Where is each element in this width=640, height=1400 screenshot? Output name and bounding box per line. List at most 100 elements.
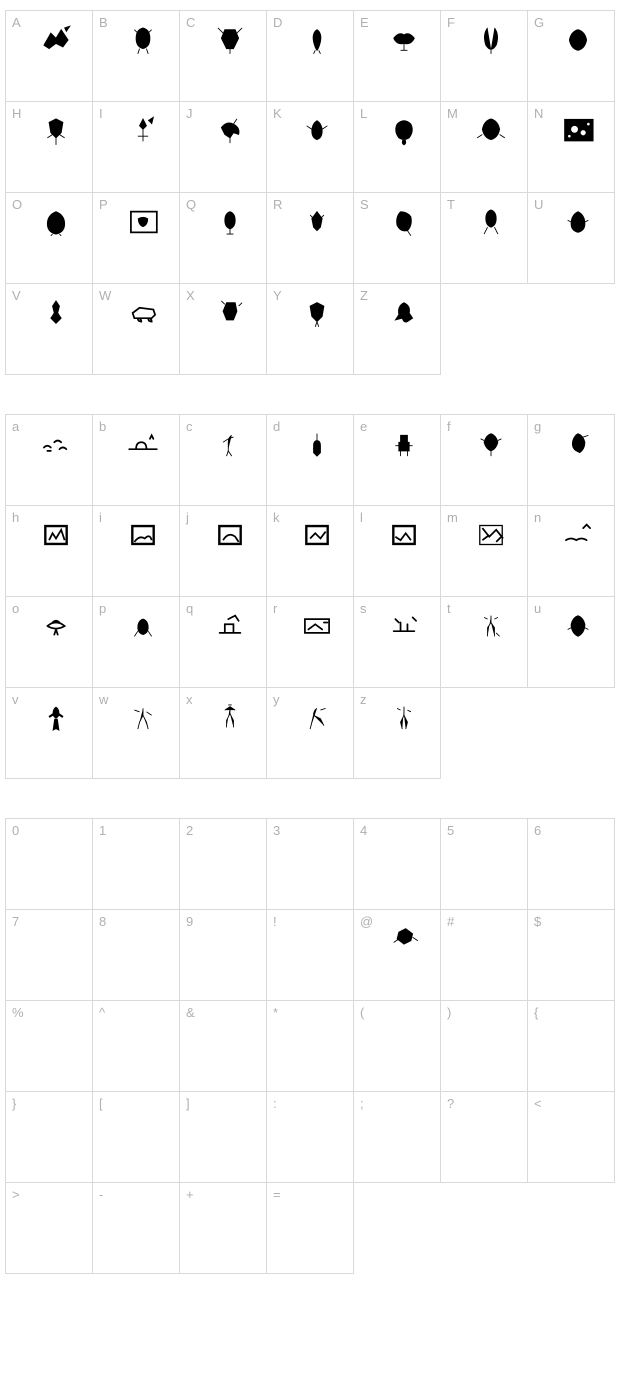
char-cell[interactable]: B [92, 10, 180, 102]
char-cell[interactable]: p [92, 596, 180, 688]
char-cell[interactable]: = [266, 1182, 354, 1274]
char-label: W [99, 288, 111, 303]
char-cell[interactable]: # [440, 909, 528, 1001]
char-cell[interactable]: 7 [5, 909, 93, 1001]
char-label: O [12, 197, 22, 212]
char-cell[interactable]: m [440, 505, 528, 597]
glyph-icon [467, 516, 515, 554]
char-cell[interactable]: ( [353, 1000, 441, 1092]
char-label: Z [360, 288, 368, 303]
glyph-icon [206, 112, 254, 150]
glyph-icon [380, 698, 428, 736]
char-cell[interactable]: ! [266, 909, 354, 1001]
char-cell[interactable]: O [5, 192, 93, 284]
char-cell[interactable]: T [440, 192, 528, 284]
char-cell[interactable]: I [92, 101, 180, 193]
char-cell[interactable]: & [179, 1000, 267, 1092]
char-cell[interactable]: 0 [5, 818, 93, 910]
char-cell[interactable]: f [440, 414, 528, 506]
char-cell[interactable]: j [179, 505, 267, 597]
char-cell[interactable]: u [527, 596, 615, 688]
char-cell[interactable]: y [266, 687, 354, 779]
char-cell[interactable]: W [92, 283, 180, 375]
char-cell[interactable]: P [92, 192, 180, 284]
char-cell[interactable]: * [266, 1000, 354, 1092]
char-cell[interactable]: a [5, 414, 93, 506]
char-cell[interactable]: K [266, 101, 354, 193]
char-cell[interactable]: : [266, 1091, 354, 1183]
char-label: ( [360, 1005, 364, 1020]
char-cell[interactable]: Y [266, 283, 354, 375]
char-cell[interactable]: [ [92, 1091, 180, 1183]
char-cell[interactable]: Q [179, 192, 267, 284]
char-cell[interactable]: 6 [527, 818, 615, 910]
char-cell[interactable]: ^ [92, 1000, 180, 1092]
char-cell[interactable]: V [5, 283, 93, 375]
char-cell[interactable]: w [92, 687, 180, 779]
char-cell[interactable]: U [527, 192, 615, 284]
char-cell[interactable]: t [440, 596, 528, 688]
char-cell[interactable]: - [92, 1182, 180, 1274]
char-cell[interactable]: F [440, 10, 528, 102]
char-cell[interactable]: r [266, 596, 354, 688]
char-cell[interactable]: e [353, 414, 441, 506]
char-cell[interactable]: L [353, 101, 441, 193]
char-cell[interactable]: g [527, 414, 615, 506]
glyph-icon [32, 607, 80, 645]
char-cell[interactable]: c [179, 414, 267, 506]
char-cell[interactable]: x [179, 687, 267, 779]
char-cell[interactable]: b [92, 414, 180, 506]
char-cell[interactable]: 8 [92, 909, 180, 1001]
char-cell[interactable]: 2 [179, 818, 267, 910]
char-cell[interactable]: > [5, 1182, 93, 1274]
char-cell[interactable]: ; [353, 1091, 441, 1183]
char-cell[interactable]: o [5, 596, 93, 688]
char-cell[interactable]: E [353, 10, 441, 102]
char-cell[interactable]: M [440, 101, 528, 193]
char-cell[interactable]: v [5, 687, 93, 779]
char-cell[interactable]: h [5, 505, 93, 597]
char-cell[interactable]: D [266, 10, 354, 102]
glyph-icon [554, 21, 602, 59]
char-cell[interactable]: < [527, 1091, 615, 1183]
glyph-icon [293, 698, 341, 736]
char-cell[interactable]: % [5, 1000, 93, 1092]
char-cell[interactable]: $ [527, 909, 615, 1001]
char-label: [ [99, 1096, 103, 1111]
char-cell[interactable]: N [527, 101, 615, 193]
char-cell[interactable]: 9 [179, 909, 267, 1001]
char-cell[interactable]: H [5, 101, 93, 193]
char-label: l [360, 510, 363, 525]
char-cell[interactable]: R [266, 192, 354, 284]
char-cell[interactable]: s [353, 596, 441, 688]
char-cell[interactable]: q [179, 596, 267, 688]
char-cell[interactable]: ? [440, 1091, 528, 1183]
char-cell[interactable]: X [179, 283, 267, 375]
char-cell[interactable]: z [353, 687, 441, 779]
glyph-icon [119, 607, 167, 645]
char-cell[interactable]: S [353, 192, 441, 284]
char-cell[interactable]: k [266, 505, 354, 597]
char-cell[interactable]: i [92, 505, 180, 597]
char-cell[interactable]: G [527, 10, 615, 102]
glyph-icon [380, 920, 428, 958]
char-cell[interactable]: d [266, 414, 354, 506]
char-cell[interactable]: C [179, 10, 267, 102]
char-label: - [99, 1187, 103, 1202]
char-label: D [273, 15, 282, 30]
char-cell[interactable]: 1 [92, 818, 180, 910]
char-cell[interactable]: ] [179, 1091, 267, 1183]
char-cell[interactable]: ) [440, 1000, 528, 1092]
char-cell[interactable]: } [5, 1091, 93, 1183]
char-cell[interactable]: Z [353, 283, 441, 375]
char-cell[interactable]: A [5, 10, 93, 102]
char-cell[interactable]: 4 [353, 818, 441, 910]
char-cell[interactable]: 3 [266, 818, 354, 910]
char-cell[interactable]: J [179, 101, 267, 193]
char-cell[interactable]: n [527, 505, 615, 597]
char-cell[interactable]: 5 [440, 818, 528, 910]
char-cell[interactable]: + [179, 1182, 267, 1274]
char-cell[interactable]: l [353, 505, 441, 597]
char-cell[interactable]: { [527, 1000, 615, 1092]
char-cell[interactable]: @ [353, 909, 441, 1001]
